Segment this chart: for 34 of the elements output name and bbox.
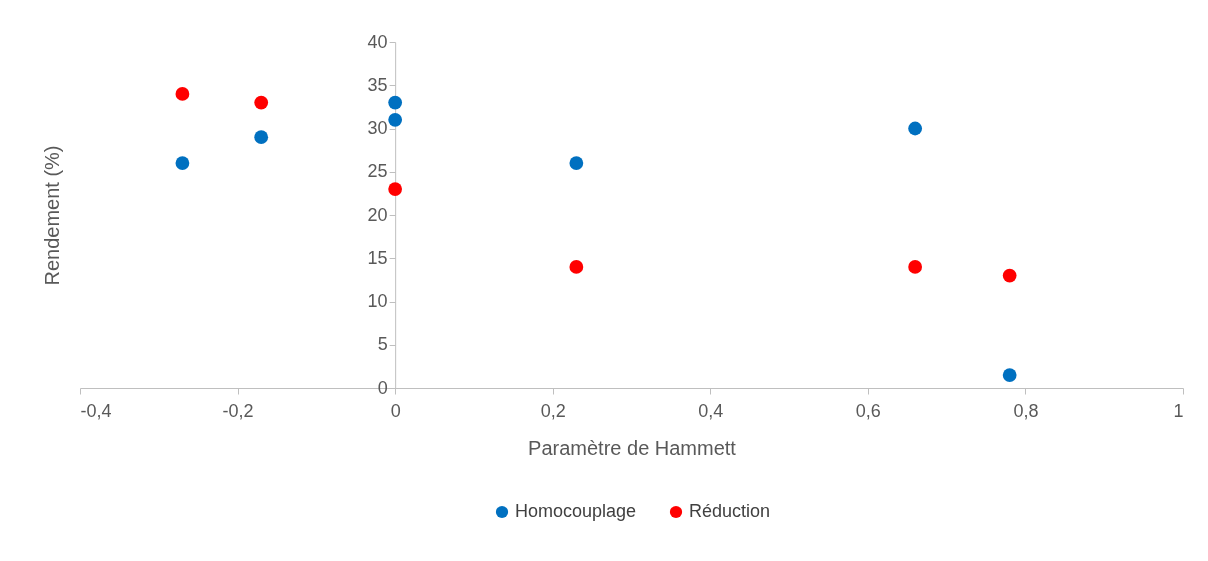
y-tick-label: 10 bbox=[367, 291, 388, 311]
point bbox=[388, 112, 403, 127]
x-tick-label: 1 bbox=[1173, 400, 1184, 421]
point bbox=[569, 260, 584, 274]
y-tick-label: 30 bbox=[367, 118, 388, 138]
point bbox=[254, 130, 269, 145]
x-tick-label: 0,4 bbox=[698, 400, 724, 421]
x-tick-label: 0 bbox=[390, 400, 401, 421]
point bbox=[388, 95, 403, 110]
point bbox=[908, 260, 923, 274]
point bbox=[569, 156, 584, 170]
y-tick-label: 40 bbox=[367, 31, 388, 52]
point bbox=[175, 87, 190, 101]
y-axis-title: Rendement (%) bbox=[40, 145, 63, 286]
legend-label: Réduction bbox=[689, 501, 771, 521]
x-axis-title: Paramètre de Hammett bbox=[528, 436, 737, 459]
y-tick-label: 25 bbox=[367, 161, 388, 182]
x-tick-label: 0,2 bbox=[540, 400, 566, 421]
x-tick-label: -0,4 bbox=[80, 400, 112, 421]
point bbox=[1002, 268, 1017, 283]
point bbox=[175, 156, 190, 170]
point bbox=[254, 95, 269, 110]
x-tick-label: 0,6 bbox=[855, 400, 881, 421]
y-tick-label: 20 bbox=[367, 204, 388, 225]
point bbox=[388, 182, 403, 196]
legend-label: Homocouplage bbox=[515, 501, 637, 521]
point bbox=[908, 121, 923, 136]
x-tick-label: 0,8 bbox=[1013, 400, 1039, 421]
y-tick-label: 0 bbox=[377, 377, 388, 398]
point bbox=[1002, 368, 1017, 382]
y-tick-label: 15 bbox=[367, 247, 388, 268]
y-tick-label: 5 bbox=[377, 334, 388, 355]
y-tick-label: 35 bbox=[367, 74, 388, 95]
x-tick-label: -0,2 bbox=[222, 400, 254, 421]
